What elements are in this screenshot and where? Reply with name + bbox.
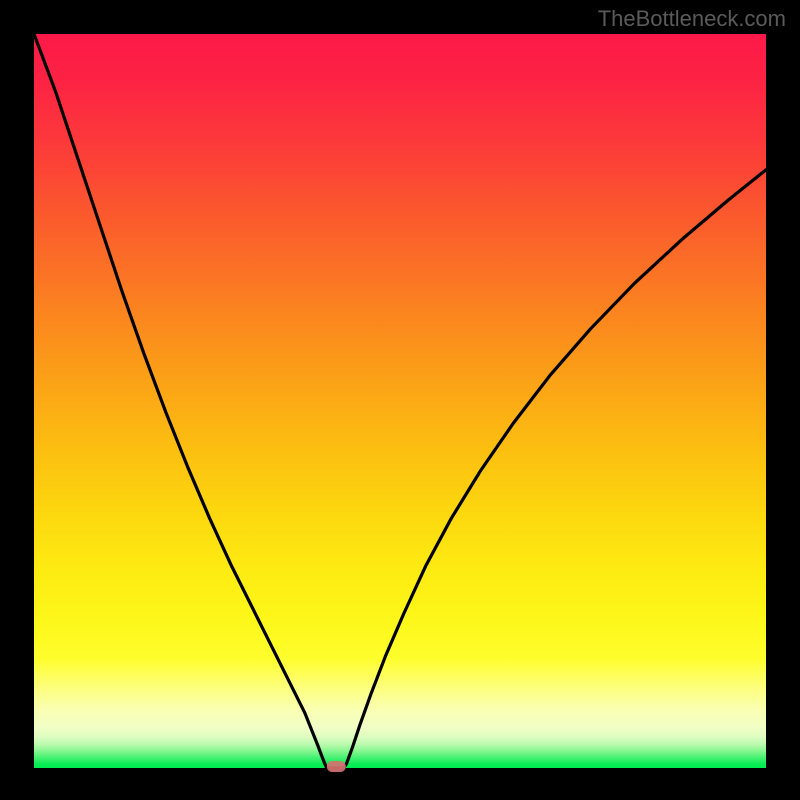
optimum-marker bbox=[327, 761, 346, 772]
chart-container: TheBottleneck.com bbox=[0, 0, 800, 800]
bottleneck-chart bbox=[0, 0, 800, 800]
watermark-text: TheBottleneck.com bbox=[598, 6, 786, 32]
plot-background-gradient bbox=[34, 34, 766, 768]
